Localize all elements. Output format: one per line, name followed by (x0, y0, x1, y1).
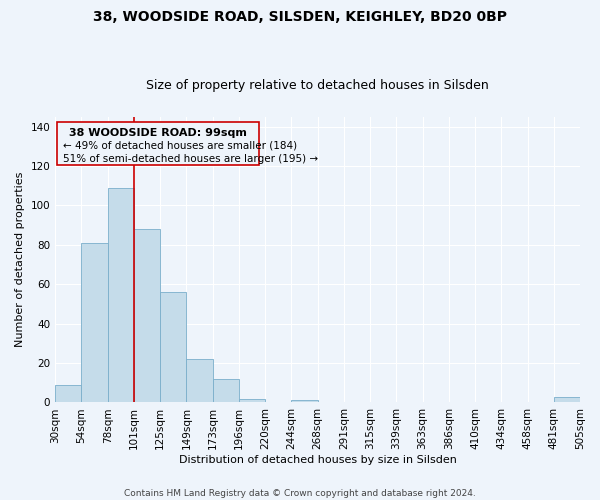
Text: 38, WOODSIDE ROAD, SILSDEN, KEIGHLEY, BD20 0BP: 38, WOODSIDE ROAD, SILSDEN, KEIGHLEY, BD… (93, 10, 507, 24)
FancyBboxPatch shape (57, 122, 259, 165)
Bar (239, 398, 265, 402)
Bar (187, 359, 212, 403)
Bar (107, 188, 134, 402)
Bar (292, 400, 317, 402)
Bar (160, 292, 187, 403)
Bar (212, 379, 239, 402)
Bar (134, 229, 160, 402)
Title: Size of property relative to detached houses in Silsden: Size of property relative to detached ho… (146, 79, 489, 92)
X-axis label: Distribution of detached houses by size in Silsden: Distribution of detached houses by size … (179, 455, 457, 465)
Bar (554, 396, 580, 402)
Text: Contains HM Land Registry data © Crown copyright and database right 2024.: Contains HM Land Registry data © Crown c… (124, 488, 476, 498)
Text: 38 WOODSIDE ROAD: 99sqm: 38 WOODSIDE ROAD: 99sqm (70, 128, 247, 138)
Bar (82, 243, 107, 402)
Text: ← 49% of detached houses are smaller (184): ← 49% of detached houses are smaller (18… (62, 140, 296, 150)
Y-axis label: Number of detached properties: Number of detached properties (15, 172, 25, 348)
Text: 51% of semi-detached houses are larger (195) →: 51% of semi-detached houses are larger (… (62, 154, 317, 164)
Bar (55, 384, 82, 402)
